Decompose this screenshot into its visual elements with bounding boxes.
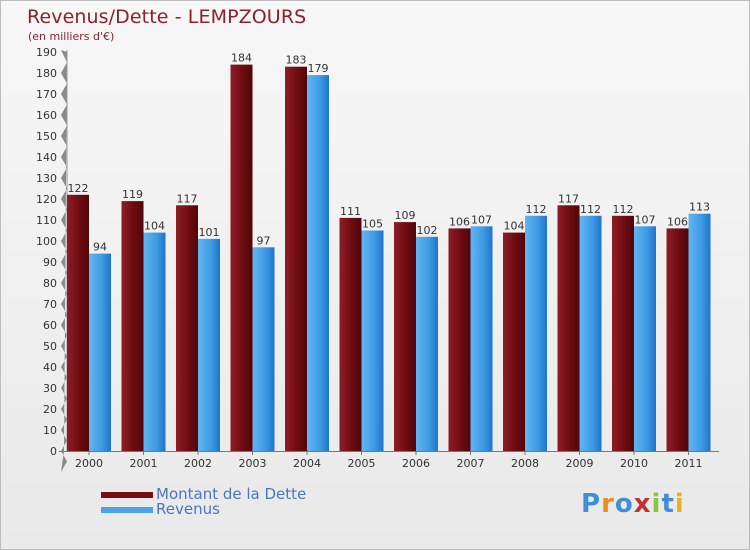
x-tick-label: 2000 (75, 457, 103, 470)
data-label-revenue: 112 (526, 203, 547, 216)
data-label-revenue: 97 (257, 234, 271, 247)
bar-debt (285, 66, 307, 451)
x-tick-label: 2008 (511, 457, 539, 470)
data-label-debt: 109 (395, 209, 416, 222)
y-tick-label: 100 (36, 235, 57, 248)
bar-revenue (525, 215, 547, 451)
y-tick-label: 120 (36, 193, 57, 206)
data-label-debt: 112 (613, 203, 634, 216)
data-label-revenue: 94 (93, 241, 107, 254)
y-axis-zigzag (61, 50, 67, 472)
legend-swatch-debt (101, 492, 153, 498)
bar-revenue (307, 75, 329, 451)
y-tick-label: 190 (36, 46, 57, 59)
x-tick-label: 2007 (457, 457, 485, 470)
data-label-debt: 117 (558, 192, 579, 205)
data-label-revenue: 104 (144, 220, 165, 233)
bar-debt (230, 64, 253, 451)
y-tick-label: 80 (43, 277, 57, 290)
bar-revenue (89, 253, 111, 451)
bar-revenue (470, 226, 493, 451)
legend-label-revenue: Revenus (156, 500, 220, 518)
y-tick-label: 170 (36, 88, 57, 101)
x-tick-label: 2003 (239, 457, 267, 470)
bar-debt (448, 228, 471, 451)
bar-debt (666, 228, 689, 451)
data-label-debt: 106 (667, 215, 688, 228)
legend-swatch-revenue (101, 507, 153, 513)
y-tick-label: 140 (36, 151, 57, 164)
data-label-revenue: 101 (199, 226, 220, 239)
x-tick-label: 2009 (566, 457, 594, 470)
y-tick-label: 10 (43, 424, 57, 437)
bar-revenue (198, 238, 220, 451)
data-label-revenue: 113 (689, 201, 710, 214)
bar-debt (394, 222, 416, 451)
x-tick-label: 2004 (293, 457, 321, 470)
y-tick-label: 130 (36, 172, 57, 185)
x-tick-label: 2011 (675, 457, 703, 470)
bar-revenue (579, 215, 602, 451)
y-tick-label: 110 (36, 214, 57, 227)
y-tick-label: 40 (43, 361, 57, 374)
y-tick-label: 20 (43, 403, 57, 416)
data-label-revenue: 107 (471, 213, 492, 226)
y-tick-label: 70 (43, 298, 57, 311)
data-label-debt: 111 (340, 205, 361, 218)
bar-debt (121, 201, 144, 451)
bar-debt (67, 194, 89, 452)
data-label-debt: 183 (286, 54, 307, 67)
chart-title: Revenus/Dette - LEMPZOURS (27, 6, 307, 28)
bar-revenue (416, 236, 438, 451)
bar-revenue (361, 230, 384, 451)
x-tick-label: 2001 (130, 457, 158, 470)
data-label-revenue: 179 (308, 62, 329, 75)
bar-revenue (634, 226, 656, 451)
data-label-debt: 119 (122, 188, 143, 201)
data-label-debt: 122 (68, 182, 89, 195)
x-tick-label: 2005 (348, 457, 376, 470)
bar-debt (339, 217, 362, 451)
bar-revenue (143, 232, 166, 451)
data-label-debt: 104 (504, 220, 525, 233)
y-tick-label: 90 (43, 256, 57, 269)
x-tick-label: 2002 (184, 457, 212, 470)
proxiti-logo: Proxiti (581, 489, 685, 519)
bar-revenue (252, 247, 275, 451)
x-tick-label: 2010 (620, 457, 648, 470)
y-tick-label: 180 (36, 67, 57, 80)
bar-debt (176, 205, 198, 451)
data-label-revenue: 112 (580, 203, 601, 216)
bar-debt (557, 205, 580, 451)
x-tick-label: 2006 (402, 457, 430, 470)
y-tick-label: 50 (43, 340, 57, 353)
bar-debt (612, 215, 634, 451)
data-label-debt: 106 (449, 215, 470, 228)
data-label-revenue: 107 (635, 213, 656, 226)
y-tick-label: 30 (43, 382, 57, 395)
data-label-debt: 184 (231, 52, 252, 65)
y-tick-label: 150 (36, 130, 57, 143)
data-label-revenue: 105 (362, 218, 383, 231)
legend-label-debt: Montant de la Dette (156, 485, 307, 503)
bar-debt (503, 232, 525, 451)
y-tick-label: 60 (43, 319, 57, 332)
y-tick-label: 0 (50, 445, 57, 458)
y-tick-label: 160 (36, 109, 57, 122)
data-label-debt: 117 (177, 192, 198, 205)
data-label-revenue: 102 (417, 224, 438, 237)
bar-revenue (688, 213, 711, 451)
chart-subtitle: (en milliers d'€) (28, 30, 115, 43)
